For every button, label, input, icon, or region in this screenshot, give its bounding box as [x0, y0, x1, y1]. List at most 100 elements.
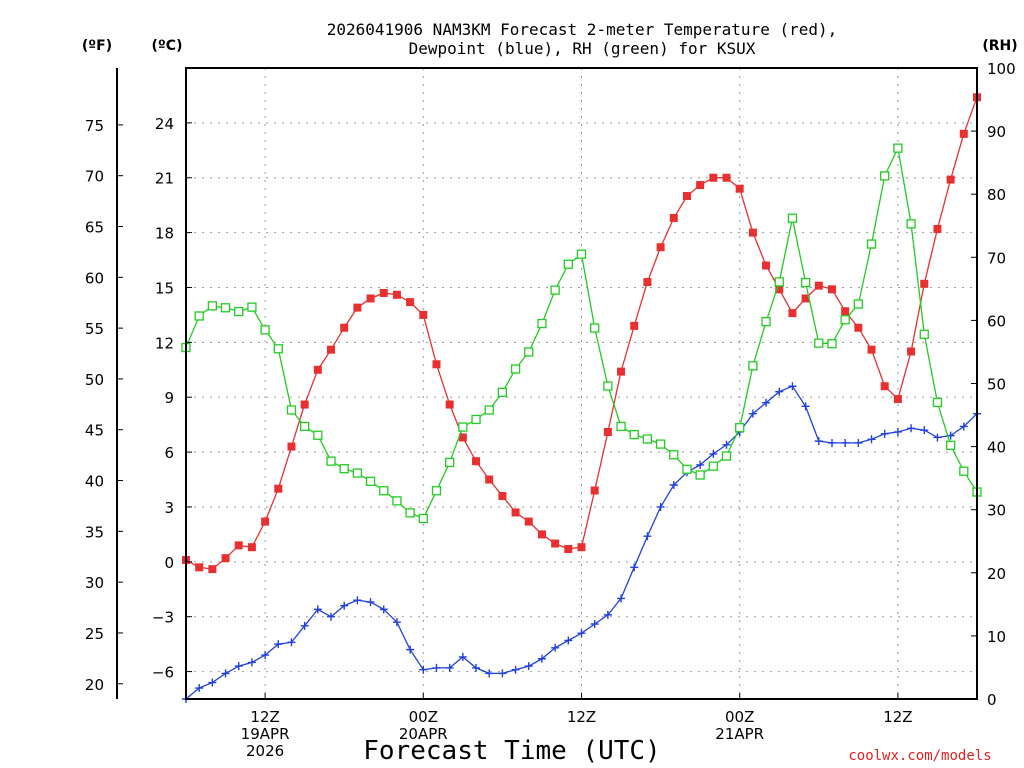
rh-point — [563, 259, 573, 269]
rh-point — [247, 302, 257, 312]
dewpoint-point — [603, 610, 612, 619]
rh-point — [748, 361, 758, 371]
temperature-point — [432, 360, 441, 369]
temperature-point — [814, 281, 823, 290]
dewpoint-point — [617, 594, 626, 603]
temperature-point — [827, 285, 836, 294]
rh-point — [576, 249, 587, 259]
dewpoint-point — [472, 663, 481, 672]
fahrenheit-unit-label: (ºF) — [82, 38, 112, 54]
rh-point — [853, 299, 863, 309]
dewpoint-point — [406, 645, 415, 654]
rh-point — [273, 344, 283, 354]
rh-tick-label: 10 — [987, 628, 1006, 646]
temperature-point — [709, 173, 718, 182]
x-tick-label: 19APR — [241, 725, 290, 743]
temperature-point — [762, 261, 771, 270]
temperature-point — [392, 290, 401, 299]
dewpoint-point — [300, 621, 309, 630]
rh-tick-label: 90 — [987, 123, 1006, 141]
dewpoint-point — [762, 398, 771, 407]
temperature-point — [472, 457, 481, 466]
temperature-point — [656, 243, 665, 252]
rh-point — [497, 387, 508, 397]
temperature-point — [630, 321, 639, 330]
temperature-point — [867, 345, 876, 354]
x-tick-label: 12Z — [883, 708, 912, 726]
dewpoint-point — [814, 437, 823, 446]
dewpoint-point — [287, 638, 296, 647]
rh-tick-label: 80 — [987, 186, 1006, 204]
rh-tick-label: 100 — [987, 60, 1016, 78]
x-axis-title: Forecast Time (UTC) — [363, 736, 660, 766]
dewpoint-point — [920, 426, 929, 435]
fahrenheit-tick-label: 70 — [85, 168, 104, 186]
temperature-point — [327, 345, 336, 354]
celsius-tick-label: −6 — [152, 664, 174, 682]
dewpoint-point — [788, 382, 797, 391]
rh-point — [959, 466, 969, 476]
fahrenheit-tick-label: 25 — [85, 625, 104, 643]
fahrenheit-tick-label: 30 — [85, 574, 104, 592]
rh-point — [708, 461, 718, 471]
rh-point — [827, 339, 837, 349]
dewpoint-point — [775, 387, 784, 396]
dewpoint-point — [801, 402, 810, 411]
dewpoint-point — [551, 643, 560, 652]
rh-point — [405, 508, 415, 518]
grid-lines — [186, 68, 977, 699]
rh-point — [655, 439, 666, 449]
temperature-point — [498, 491, 507, 500]
temperature-point — [617, 367, 626, 376]
rh-point — [392, 496, 402, 506]
series-layer — [181, 93, 982, 703]
rh-point — [814, 338, 824, 348]
temperature-point — [247, 543, 256, 552]
rh-point — [418, 513, 428, 524]
chart-title-line-2: Dewpoint (blue), RH (green) for KSUX — [409, 39, 756, 58]
temperature-point — [300, 400, 309, 409]
rh-tick-label: 70 — [987, 249, 1006, 267]
temperature-point — [590, 486, 599, 495]
series-dewpoint — [182, 382, 981, 703]
rh-point — [471, 414, 481, 425]
rh-point — [220, 303, 231, 313]
temperature-point — [801, 294, 810, 303]
rh-point — [919, 329, 929, 339]
rh-point — [313, 430, 323, 440]
temperature-point — [313, 365, 322, 374]
dewpoint-point — [195, 684, 204, 693]
temperature-point — [735, 184, 744, 193]
fahrenheit-tick-label: 50 — [85, 371, 104, 389]
temperature-point — [880, 382, 889, 391]
rh-tick-label: 50 — [987, 376, 1006, 394]
dewpoint-point — [643, 532, 652, 541]
temperature-point — [406, 298, 415, 307]
dewpoint-point — [221, 669, 230, 678]
dewpoint-point — [748, 409, 757, 418]
rh-point — [616, 421, 626, 432]
temperature-point — [959, 129, 968, 138]
rh-point — [774, 277, 784, 287]
temperature-point — [946, 175, 955, 184]
dewpoint-point — [432, 663, 441, 672]
rh-point — [431, 486, 442, 496]
dewpoint-point — [234, 662, 243, 671]
dewpoint-point — [247, 658, 256, 667]
axes-labels: −6 −3 0 3 6 9 12 15 18 21 24 20 25 30 35 40 45 50 55 60 65 70… — [85, 60, 1016, 760]
rh-point — [906, 219, 916, 229]
dewpoint-point — [630, 563, 639, 572]
dewpoint-point — [313, 605, 322, 614]
dewpoint-point — [893, 427, 902, 436]
x-tick-label: 20APR — [399, 725, 448, 743]
temperature-point — [696, 181, 705, 190]
celsius-tick-label: 0 — [164, 554, 174, 572]
dewpoint-point — [722, 440, 731, 449]
x-tick-label: 00Z — [409, 708, 438, 726]
rh-point — [721, 451, 732, 461]
rh-point — [234, 306, 244, 317]
celsius-unit-label: (ºC) — [152, 38, 183, 54]
rh-point — [458, 422, 468, 432]
rh-point — [524, 347, 534, 357]
